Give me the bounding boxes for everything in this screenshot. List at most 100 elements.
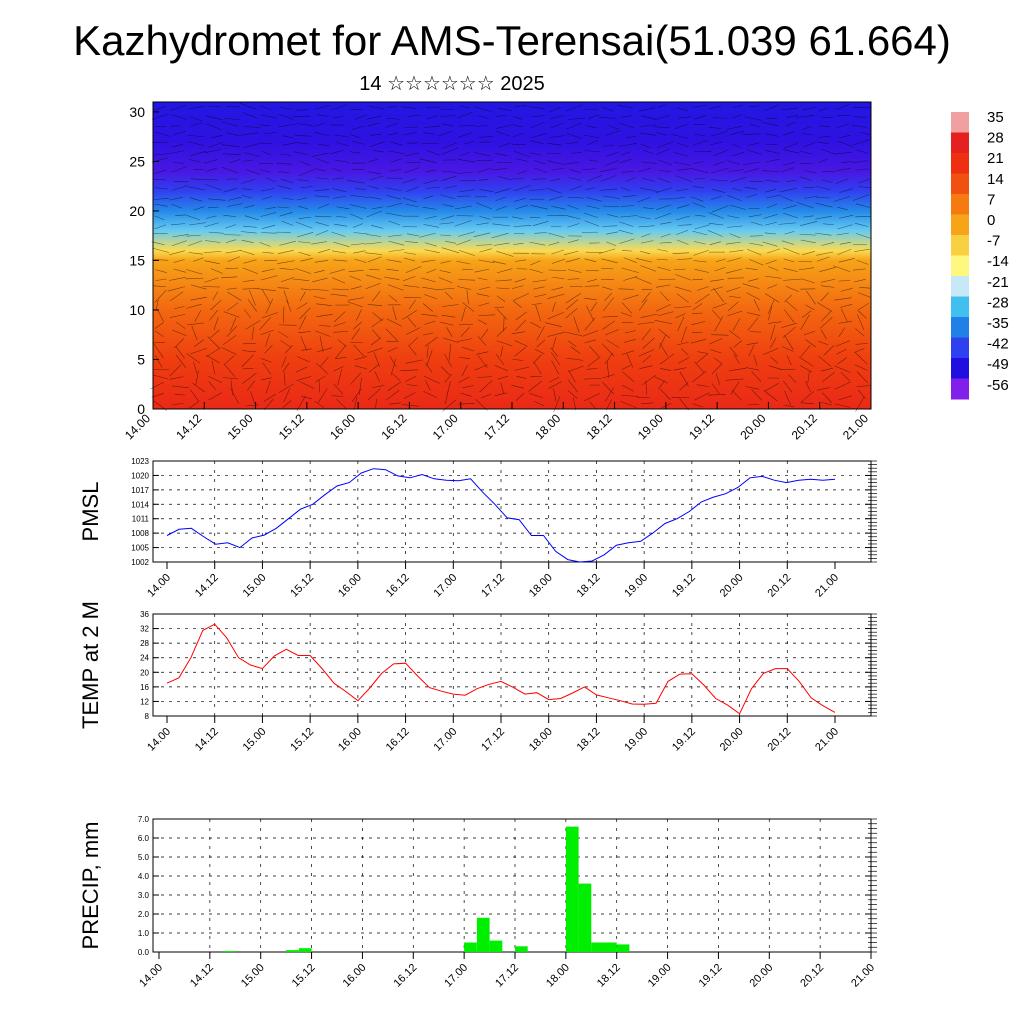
page-title: Kazhydromet for AMS-Terensai(51.039 61.6… bbox=[73, 17, 951, 64]
colorbar-swatch bbox=[951, 194, 969, 215]
pmsl-y-tick-label: 1014 bbox=[131, 500, 149, 509]
pmsl-x-tick-label: 19.00 bbox=[622, 572, 650, 600]
precip-x-tick-label: 15.00 bbox=[239, 962, 267, 990]
colorbar-swatch bbox=[951, 337, 969, 359]
precip-x-tick-label: 16.00 bbox=[341, 962, 369, 990]
precip-bar bbox=[591, 942, 604, 952]
temp-y-tick-label: 8 bbox=[145, 712, 150, 721]
precip-x-tick-label: 14.00 bbox=[137, 962, 165, 990]
precip-x-tick-label: 18.00 bbox=[544, 962, 572, 990]
precip-x-tick-label: 18.12 bbox=[595, 962, 623, 990]
pmsl-x-tick-label: 20.00 bbox=[718, 572, 746, 600]
heatmap-field bbox=[153, 102, 871, 409]
precip-y-tick-label: 2.0 bbox=[138, 910, 150, 919]
heatmap-x-tick-label: 17.12 bbox=[481, 411, 512, 442]
pmsl-y-tick-label: 1002 bbox=[131, 558, 149, 567]
precip-bar bbox=[222, 951, 236, 952]
pmsl-frame bbox=[152, 460, 872, 563]
pmsl-x-tick-label: 20.12 bbox=[765, 572, 793, 600]
colorbar-swatch bbox=[951, 132, 969, 154]
pmsl-x-tick-label: 17.12 bbox=[479, 572, 507, 600]
precip-bar bbox=[515, 946, 528, 952]
temp-x-tick-label: 20.12 bbox=[765, 726, 793, 754]
pmsl-x-tick-label: 18.00 bbox=[527, 572, 555, 600]
heatmap-x-tick-label: 14.00 bbox=[122, 411, 153, 442]
colorbar-swatch bbox=[951, 317, 969, 338]
precip-bar bbox=[604, 942, 617, 952]
temp-x-tick-label: 19.00 bbox=[622, 726, 650, 754]
temperature-colorbar: 35 28 21 14 7 0 -7 -14 -21 -28 -35 -42 -49 -56 bbox=[951, 109, 1009, 400]
temp-x-tick-label: 18.00 bbox=[527, 726, 555, 754]
colorbar-swatch bbox=[951, 378, 969, 400]
temp-x-tick-label: 16.12 bbox=[384, 726, 412, 754]
precip-y-tick-label: 4.0 bbox=[138, 872, 150, 881]
precip-bar bbox=[578, 883, 592, 952]
colorbar-label: -42 bbox=[987, 336, 1009, 353]
heatmap-x-tick-label: 19.00 bbox=[635, 411, 666, 442]
precip-y-tick-label: 3.0 bbox=[138, 891, 150, 900]
pmsl-x-tick-label: 14.00 bbox=[145, 572, 173, 600]
precip-x-tick-label: 16.12 bbox=[391, 962, 419, 990]
pmsl-x-tick-label: 16.00 bbox=[336, 572, 364, 600]
precip-x-tick-label: 17.00 bbox=[442, 962, 470, 990]
pmsl-y-tick-label: 1017 bbox=[131, 486, 149, 495]
precip-bar bbox=[489, 940, 503, 952]
heatmap-y-tick-label: 10 bbox=[129, 302, 145, 318]
heatmap-y-tick-label: 25 bbox=[129, 153, 145, 169]
heatmap-y-tick-label: 0 bbox=[137, 401, 145, 417]
colorbar-label: -35 bbox=[987, 315, 1009, 332]
colorbar-swatch bbox=[951, 153, 969, 174]
pmsl-x-tick-label: 15.00 bbox=[241, 572, 269, 600]
heatmap-x-tick-label: 21.00 bbox=[840, 411, 871, 442]
precip-y-tick-label: 5.0 bbox=[138, 853, 150, 862]
temp-x-tick-label: 15.12 bbox=[288, 726, 316, 754]
pmsl-x-tick-label: 15.12 bbox=[288, 572, 316, 600]
pmsl-y-tick-label: 1023 bbox=[131, 457, 149, 466]
temp-y-tick-label: 32 bbox=[140, 625, 149, 634]
pmsl-series-line bbox=[166, 468, 836, 563]
colorbar-label: 35 bbox=[987, 109, 1004, 126]
temp-y-tick-label: 24 bbox=[140, 654, 149, 663]
temp-series-line bbox=[166, 623, 836, 715]
colorbar-swatch bbox=[951, 173, 969, 195]
heatmap-y-tick-label: 5 bbox=[137, 351, 145, 367]
colorbar-label: -28 bbox=[987, 294, 1009, 311]
heatmap-x-tick-label: 15.12 bbox=[276, 411, 307, 442]
wind-barb-texture bbox=[150, 102, 872, 413]
pmsl-y-tick-label: 1020 bbox=[131, 471, 149, 480]
heatmap-x-tick-label: 15.00 bbox=[225, 411, 256, 442]
heatmap-x-tick-label: 16.00 bbox=[327, 411, 358, 442]
colorbar-swatch bbox=[951, 296, 969, 318]
pmsl-panel: 1002 1005 1008 1011 1014 1017 1020 1023 14.00 14.… bbox=[78, 457, 877, 600]
heatmap-y-tick-label: 15 bbox=[129, 252, 145, 268]
precip-panel: 0.0 1.0 2.0 3.0 4.0 5.0 6.0 7.0 14.00 14.12 15.00 1… bbox=[78, 815, 877, 990]
colorbar-swatch bbox=[951, 255, 969, 277]
temp-y-tick-label: 12 bbox=[140, 697, 149, 706]
precip-bar bbox=[565, 826, 579, 952]
precip-x-tick-label: 17.12 bbox=[493, 962, 521, 990]
precip-x-tick-label: 19.00 bbox=[646, 962, 674, 990]
temp-panel: 8 12 16 20 24 28 32 36 14.00 14.12 15.00 15.12 16.00… bbox=[78, 601, 877, 754]
temp-axis-title: TEMP at 2 M bbox=[78, 601, 103, 729]
precip-axis-title: PRECIP, mm bbox=[78, 822, 103, 950]
pmsl-x-tick-label: 19.12 bbox=[670, 572, 698, 600]
colorbar-label: -21 bbox=[987, 274, 1009, 291]
heatmap-x-tick-label: 18.00 bbox=[532, 411, 563, 442]
heatmap-y-tick-label: 30 bbox=[129, 104, 145, 120]
date-subtitle: 14 ☆☆☆☆☆☆ 2025 bbox=[359, 73, 545, 95]
colorbar-swatch bbox=[951, 276, 969, 297]
colorbar-label: -14 bbox=[987, 253, 1009, 270]
pmsl-x-tick-label: 17.00 bbox=[431, 572, 459, 600]
pmsl-x-tick-label: 21.00 bbox=[813, 572, 841, 600]
precip-bar bbox=[476, 917, 490, 952]
precip-x-tick-label: 14.12 bbox=[188, 962, 216, 990]
heatmap-x-tick-label: 14.12 bbox=[173, 411, 204, 442]
precip-x-tick-label: 20.00 bbox=[747, 962, 775, 990]
heatmap-x-tick-label: 18.12 bbox=[584, 411, 615, 442]
precip-y-tick-label: 6.0 bbox=[138, 834, 150, 843]
precip-x-tick-label: 19.12 bbox=[697, 962, 725, 990]
precip-bar bbox=[464, 942, 477, 952]
precip-bar bbox=[616, 944, 630, 952]
colorbar-swatch bbox=[951, 112, 969, 133]
